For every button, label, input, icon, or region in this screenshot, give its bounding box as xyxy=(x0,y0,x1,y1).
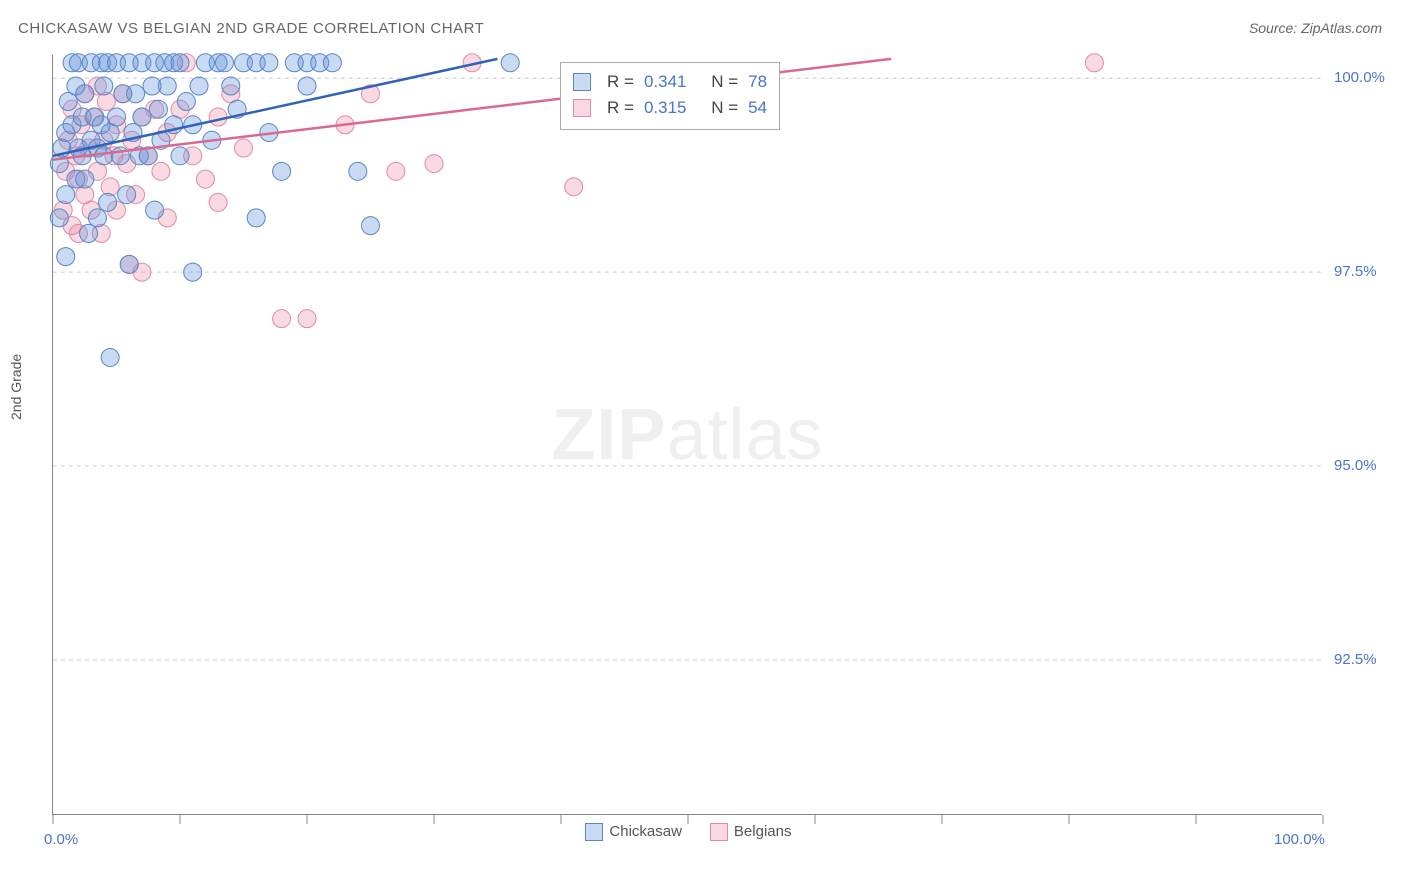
stat-row-a: R = 0.341 N = 78 xyxy=(573,69,767,95)
legend-swatch-b xyxy=(710,823,728,841)
stat-n-b: 54 xyxy=(748,95,767,121)
stat-box: R = 0.341 N = 78 R = 0.315 N = 54 xyxy=(560,62,780,130)
y-axis-label: 2nd Grade xyxy=(8,354,24,420)
stat-r-b: 0.315 xyxy=(644,95,687,121)
legend-item-a: Chickasaw xyxy=(585,823,682,841)
chart-title: CHICKASAW VS BELGIAN 2ND GRADE CORRELATI… xyxy=(18,20,484,37)
chart-container: CHICKASAW VS BELGIAN 2ND GRADE CORRELATI… xyxy=(0,0,1406,892)
x-axis-max-label: 100.0% xyxy=(1274,831,1325,848)
stat-swatch-a xyxy=(573,73,591,91)
plot-area: ZIPatlas xyxy=(52,55,1322,815)
legend-item-b: Belgians xyxy=(710,823,792,841)
legend-label-b: Belgians xyxy=(734,823,792,840)
stat-r-a: 0.341 xyxy=(644,69,687,95)
x-axis-min-label: 0.0% xyxy=(44,831,78,848)
source-label: Source: ZipAtlas.com xyxy=(1249,20,1382,36)
stat-n-a: 78 xyxy=(748,69,767,95)
legend-label-a: Chickasaw xyxy=(609,823,682,840)
legend-bottom: Chickasaw Belgians xyxy=(585,823,791,841)
chart-svg xyxy=(53,55,1322,814)
stat-swatch-b xyxy=(573,99,591,117)
legend-swatch-a xyxy=(585,823,603,841)
stat-row-b: R = 0.315 N = 54 xyxy=(573,95,767,121)
